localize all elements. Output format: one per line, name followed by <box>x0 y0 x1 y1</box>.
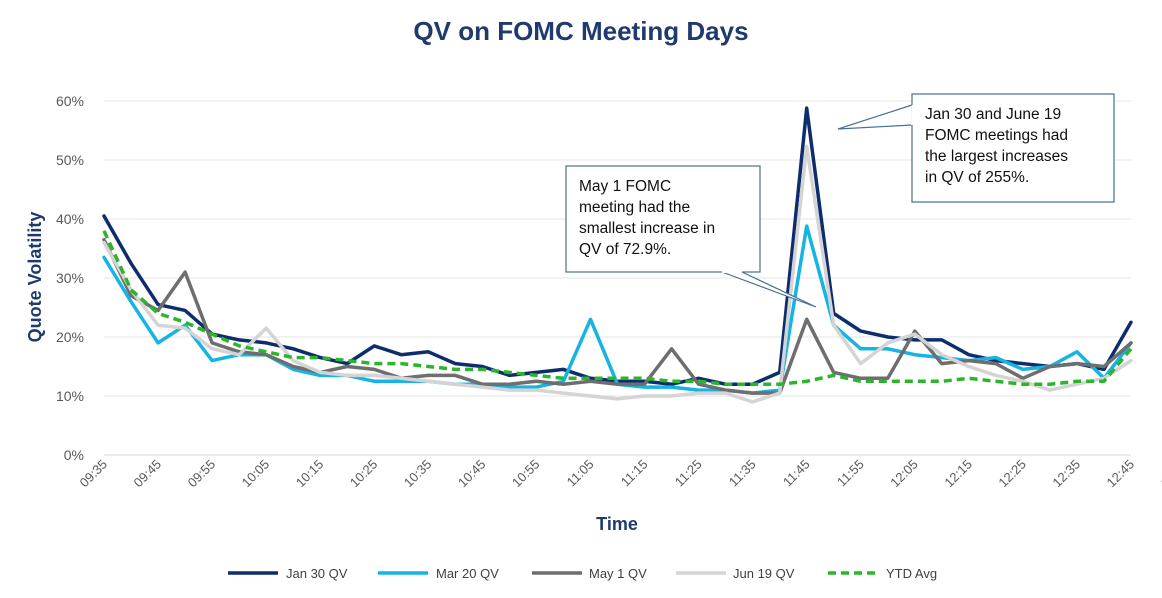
y-tick-label: 30% <box>56 270 84 286</box>
x-tick-label: 11:55 <box>834 457 867 490</box>
x-tick-label: 12:05 <box>887 457 921 491</box>
legend: Jan 30 QV Mar 20 QV May 1 QV Jun 19 QV YTD A… <box>228 566 937 581</box>
x-tick-label: 12:15 <box>941 457 975 491</box>
legend-label: YTD Avg <box>886 566 937 581</box>
callout-text-line: meeting had the <box>579 199 690 216</box>
x-tick-label: 10:45 <box>455 457 489 491</box>
callout-text-line: May 1 FOMC <box>579 178 671 195</box>
callout-box <box>911 93 1115 203</box>
x-tick-label: 10:35 <box>401 457 435 491</box>
x-tick-label: 12:45 <box>1104 457 1138 491</box>
y-axis-title: Quote Volatility <box>25 212 45 343</box>
callout-box <box>565 165 761 273</box>
callout-text-line: QV of 72.9%. <box>579 241 671 258</box>
legend-item: May 1 QV <box>532 566 647 581</box>
x-tick-label: 10:55 <box>509 457 543 491</box>
legend-item: Jan 30 QV <box>228 566 348 581</box>
callout-text-line: in QV of 255%. <box>925 169 1029 186</box>
plot-lines <box>102 106 1133 404</box>
x-tick-label: 12:35 <box>1049 457 1083 491</box>
legend-label: Jan 30 QV <box>286 566 348 581</box>
y-tick-label: 20% <box>56 329 84 345</box>
series-line-jun-19-qv <box>102 144 1133 404</box>
x-tick-label: 11:25 <box>672 457 705 490</box>
y-axis-ticks: 0% 10% 20% 30% 40% 50% 60% <box>56 93 84 463</box>
callout-pointer <box>721 271 817 308</box>
x-tick-label: 11:35 <box>726 457 759 490</box>
callout-text-line: smallest increase in <box>579 220 715 237</box>
y-tick-label: 60% <box>56 93 84 109</box>
chart-title: QV on FOMC Meeting Days <box>413 16 748 46</box>
legend-item: Jun 19 QV <box>676 566 795 581</box>
legend-item: YTD Avg <box>828 566 937 581</box>
y-tick-label: 0% <box>64 447 84 463</box>
x-tick-label: 11:05 <box>564 457 597 490</box>
x-tick-label: 11:45 <box>780 457 813 490</box>
x-tick-label: 10:05 <box>239 457 273 491</box>
x-tick-label: 09:45 <box>131 457 165 491</box>
x-tick-label: 10:15 <box>293 457 327 491</box>
x-tick-label: 10:25 <box>347 457 381 491</box>
x-axis-title: Time <box>596 514 638 534</box>
legend-label: May 1 QV <box>589 566 647 581</box>
x-axis-ticks: 09:35 09:45 09:55 10:05 10:15 10:25 10:35 10:45… <box>77 457 1162 491</box>
callout-text-line: FOMC meetings had <box>925 127 1068 144</box>
callout-2: May 1 FOMC meeting had the smallest increa… <box>565 165 817 308</box>
callout-1: Jan 30 and June 19 FOMC meetings had the l… <box>837 93 1115 203</box>
callout-text-line: Jan 30 and June 19 <box>925 106 1061 123</box>
x-tick-label: 12:55 <box>1158 457 1162 491</box>
y-tick-label: 10% <box>56 388 84 404</box>
callout-pointer <box>837 104 913 130</box>
legend-label: Mar 20 QV <box>436 566 499 581</box>
x-tick-label: 12:25 <box>995 457 1029 491</box>
legend-item: Mar 20 QV <box>378 566 499 581</box>
series-line-ytd-avg <box>102 230 1133 386</box>
y-tick-label: 40% <box>56 211 84 227</box>
x-tick-label: 11:15 <box>618 457 651 490</box>
callout-text-line: the largest increases <box>925 148 1068 165</box>
y-tick-label: 50% <box>56 152 84 168</box>
callout-joint <box>911 104 914 126</box>
callouts: Jan 30 and June 19 FOMC meetings had the l… <box>565 93 1115 308</box>
x-tick-label: 09:55 <box>185 457 219 491</box>
legend-label: Jun 19 QV <box>733 566 795 581</box>
